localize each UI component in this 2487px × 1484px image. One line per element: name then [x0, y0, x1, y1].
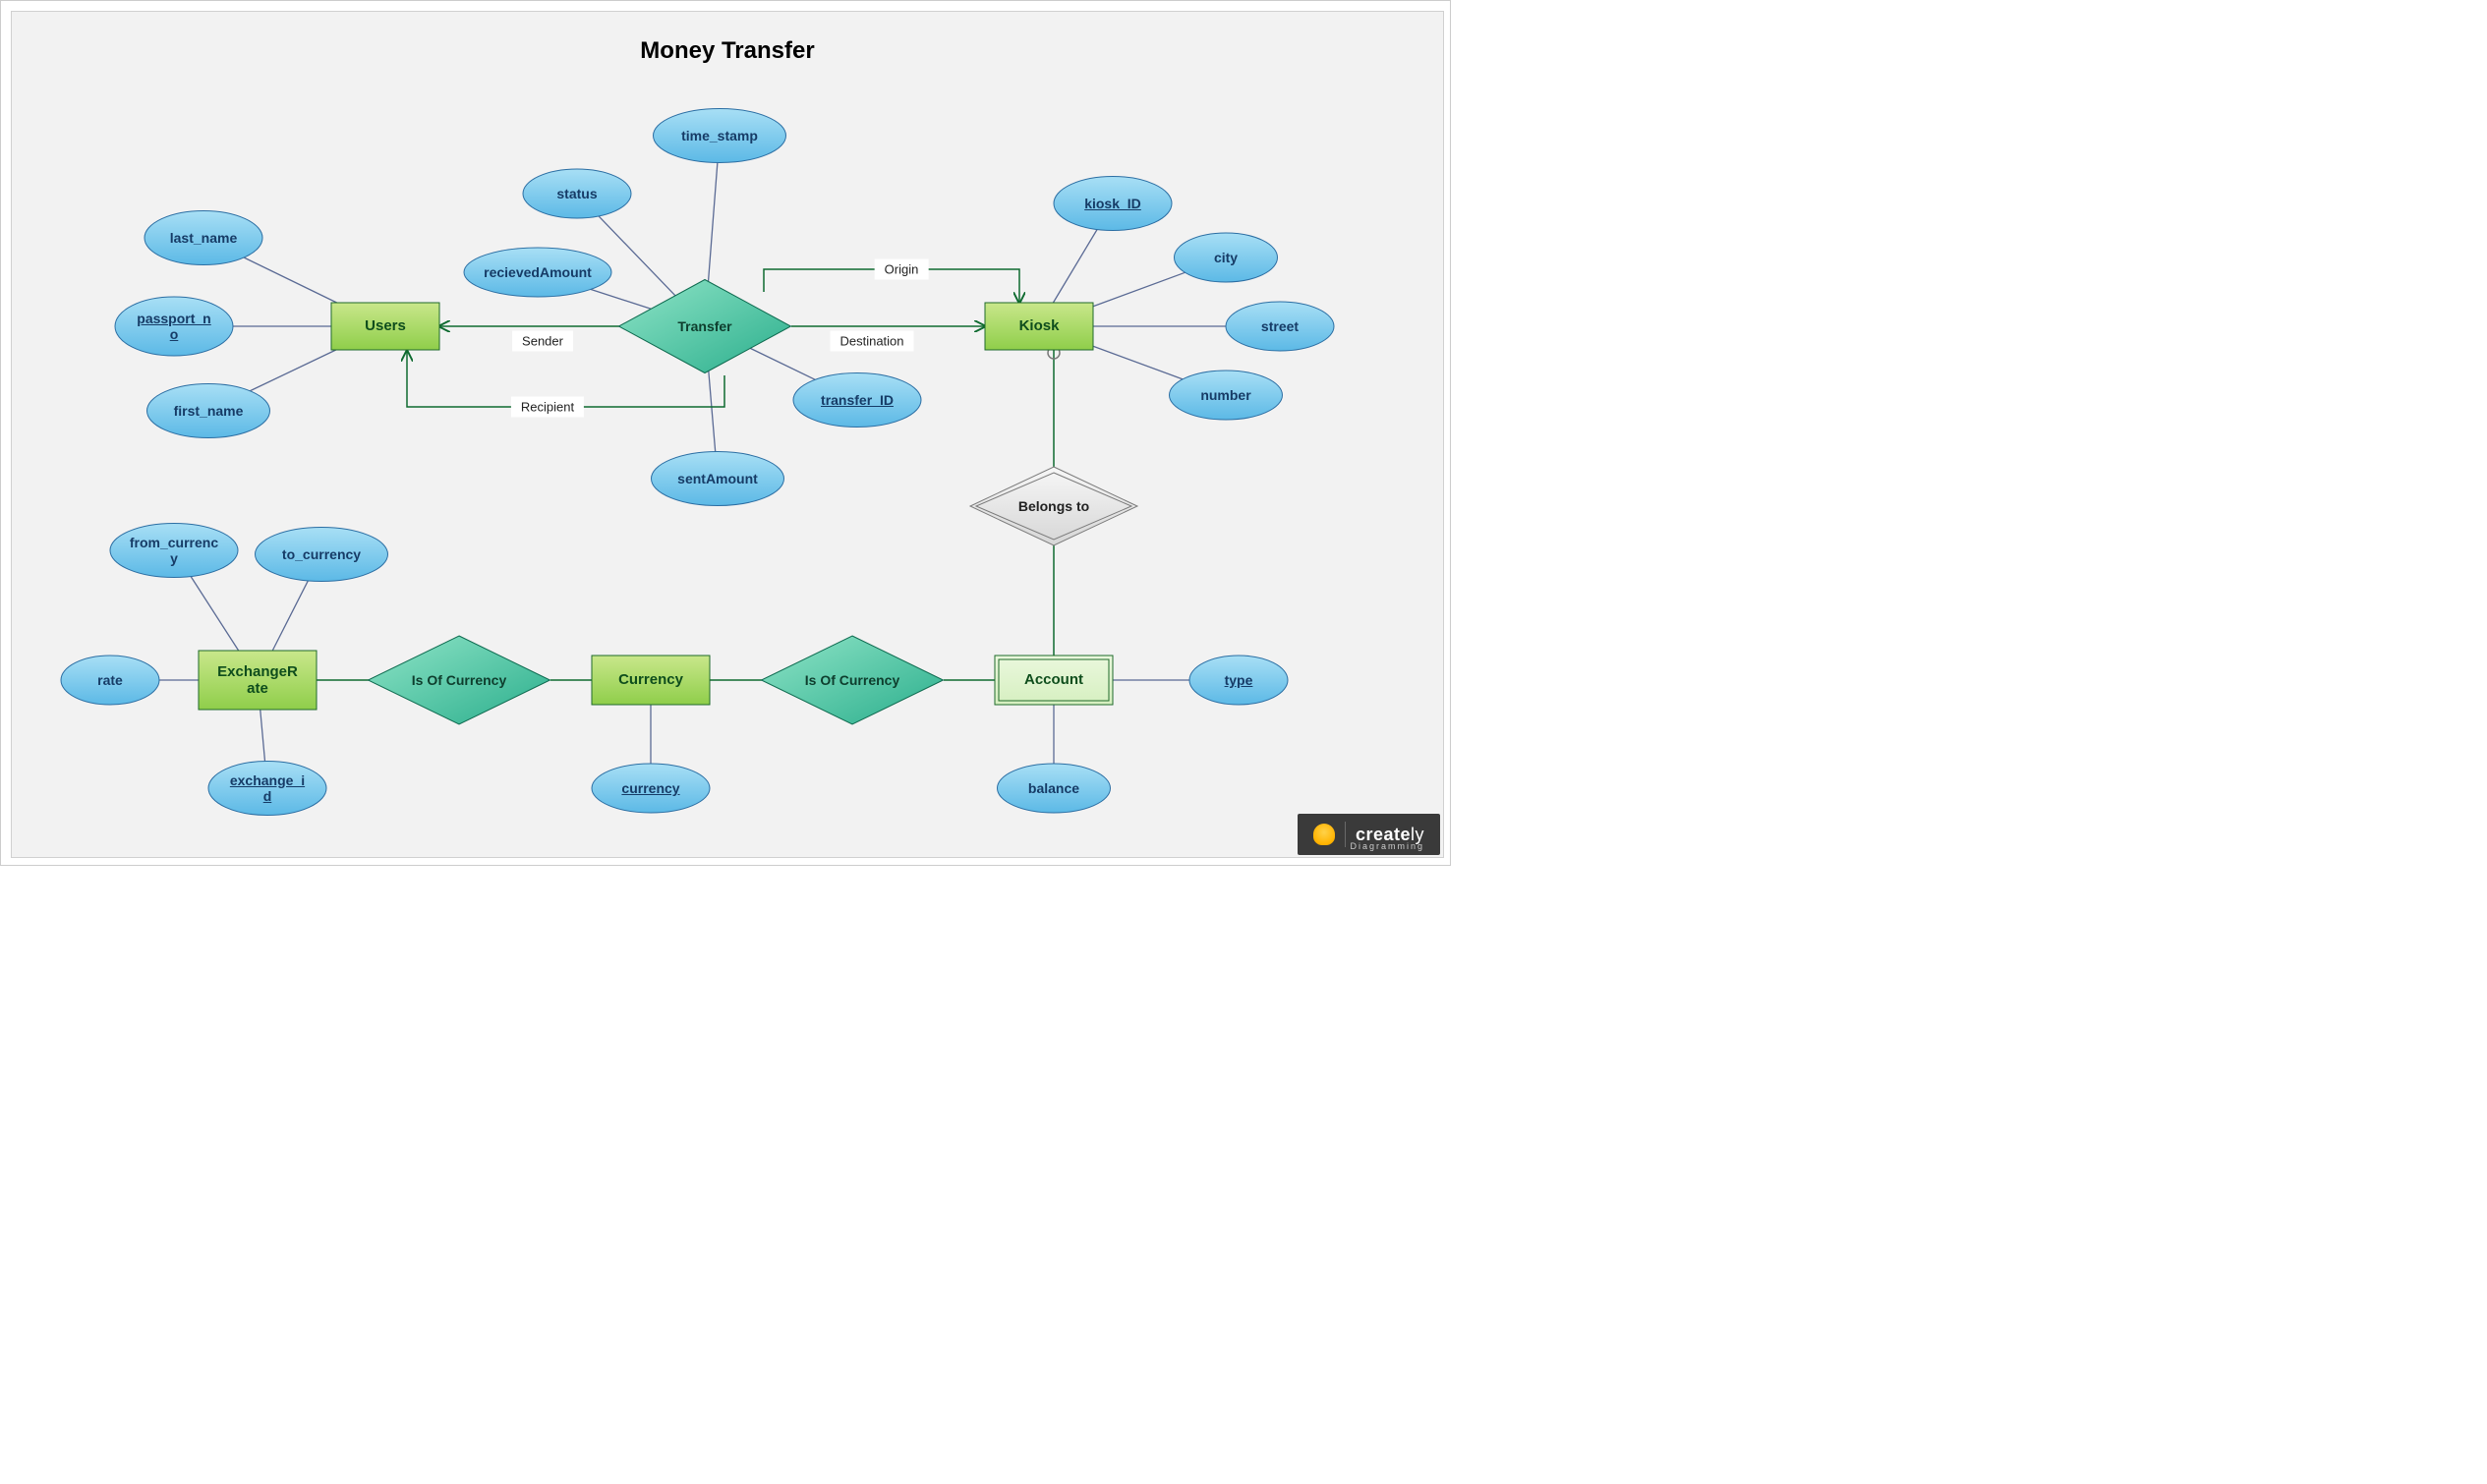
- edge-label: Origin: [875, 259, 929, 280]
- edge-label: Destination: [830, 331, 913, 352]
- logo-tagline: Diagramming: [1350, 841, 1424, 851]
- creately-logo: creately Diagramming: [1298, 814, 1440, 855]
- diagram-svg: [12, 12, 1443, 857]
- edge-label: Sender: [512, 331, 573, 352]
- logo-separator: [1345, 822, 1346, 847]
- diagram-container: Money Transfer Sender Recipient Origin Dest…: [0, 0, 1451, 866]
- diagram-canvas: Money Transfer Sender Recipient Origin Dest…: [11, 11, 1444, 858]
- bulb-icon: [1313, 824, 1335, 845]
- edge-label: Recipient: [511, 397, 584, 418]
- diagram-title: Money Transfer: [12, 37, 1443, 65]
